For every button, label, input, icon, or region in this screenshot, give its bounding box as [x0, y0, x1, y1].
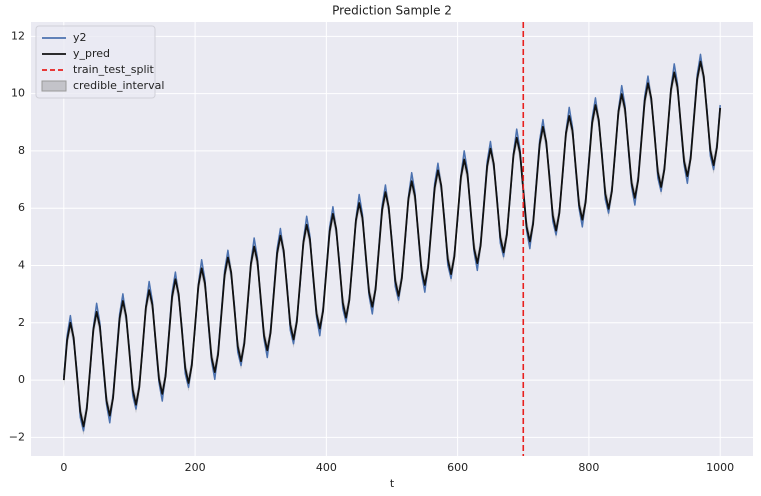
- y-tick-label: 8: [18, 144, 25, 157]
- x-tick-label: 800: [578, 461, 599, 474]
- series-line: [62, 60, 722, 428]
- legend-label: y_pred: [73, 47, 110, 60]
- x-tick-label: 600: [447, 461, 468, 474]
- chart-title: Prediction Sample 2: [332, 4, 452, 18]
- y-tick-label: 6: [18, 201, 25, 214]
- y-tick-label: 12: [11, 29, 25, 42]
- marks: [62, 22, 722, 456]
- y-tick-label: 4: [18, 258, 25, 271]
- x-axis-label: t: [390, 477, 395, 490]
- y-tick-label: 10: [11, 87, 25, 100]
- legend-swatch: [41, 80, 67, 92]
- legend-box: [35, 25, 156, 99]
- legend-label: credible_interval: [73, 79, 164, 92]
- x-tick-label: 0: [60, 461, 67, 474]
- legend: y2 y_pred train_test_split credible_interva…: [35, 25, 164, 99]
- y-tick-label: 0: [18, 373, 25, 386]
- x-tick-label: 200: [185, 461, 206, 474]
- x-tick-label: 1000: [706, 461, 734, 474]
- legend-label: train_test_split: [73, 63, 155, 76]
- x-tick-label: 400: [316, 461, 337, 474]
- y-tick-label: 2: [18, 316, 25, 329]
- legend-label: y2: [73, 31, 87, 44]
- y-tick-label: −2: [9, 430, 25, 443]
